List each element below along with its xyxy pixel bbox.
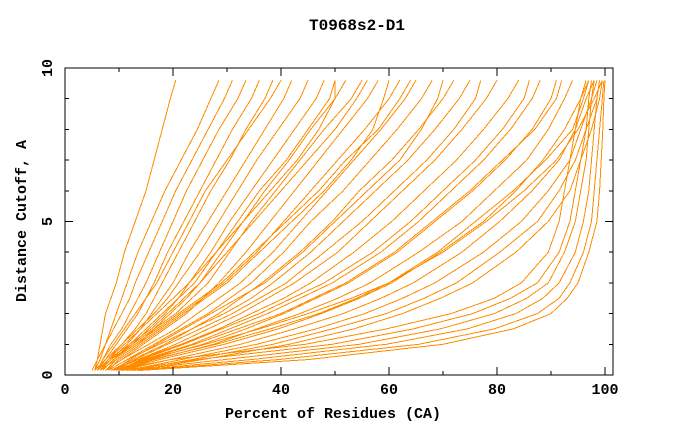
model-curve	[91, 80, 233, 371]
y-axis-label: Distance Cutoff, A	[14, 140, 31, 302]
model-curve	[113, 80, 603, 371]
model-curve	[110, 80, 498, 371]
x-tick-label: 0	[60, 382, 69, 399]
tick-labels-layer: 0 20 40 60 80 100 0 5 10	[40, 59, 619, 399]
y-tick-label: 0	[40, 370, 57, 379]
model-curve	[113, 80, 444, 371]
model-curve	[107, 80, 390, 371]
model-curve	[102, 80, 325, 371]
y-tick-label: 5	[40, 217, 57, 226]
model-curve	[99, 80, 293, 371]
model-curve	[137, 80, 605, 371]
model-curve	[140, 80, 606, 371]
model-curve	[118, 80, 590, 371]
model-curve	[135, 80, 603, 371]
x-tick-label: 40	[272, 382, 290, 399]
model-curve	[113, 80, 482, 371]
model-curve	[94, 80, 309, 371]
model-curve	[105, 80, 379, 371]
chart-title: T0968s2-D1	[309, 17, 405, 35]
x-tick-label: 80	[488, 382, 506, 399]
model-curve	[127, 80, 595, 371]
plot-border	[64, 67, 614, 376]
model-curve	[105, 80, 347, 371]
model-curve	[97, 80, 260, 371]
model-curve	[132, 80, 601, 371]
model-curve	[99, 80, 401, 371]
model-curve	[113, 80, 520, 371]
model-curve	[96, 80, 282, 371]
model-curve	[97, 80, 368, 371]
model-curve	[129, 80, 601, 371]
model-curve	[121, 80, 574, 371]
tick-marks-layer	[64, 67, 613, 376]
model-curve	[118, 80, 530, 371]
model-curve	[102, 80, 336, 371]
x-tick-label: 20	[164, 382, 182, 399]
model-curve	[94, 80, 177, 371]
model-curve	[118, 80, 563, 371]
model-curve	[107, 80, 471, 371]
model-curve	[116, 80, 557, 371]
model-curve	[107, 80, 433, 371]
model-curve	[102, 80, 412, 371]
model-curve	[110, 80, 455, 371]
model-curve	[121, 80, 595, 371]
model-curve	[102, 80, 336, 371]
model-curve	[121, 80, 592, 371]
model-curve	[96, 80, 247, 371]
y-tick-label: 10	[40, 59, 57, 77]
model-curve	[105, 80, 417, 371]
model-curve	[99, 80, 363, 371]
model-curve	[116, 80, 541, 371]
x-tick-label: 60	[380, 382, 398, 399]
x-axis-label: Percent of Residues (CA)	[225, 406, 441, 423]
model-curve	[127, 80, 598, 371]
model-curves-layer	[91, 80, 606, 371]
x-tick-label: 100	[591, 382, 618, 399]
